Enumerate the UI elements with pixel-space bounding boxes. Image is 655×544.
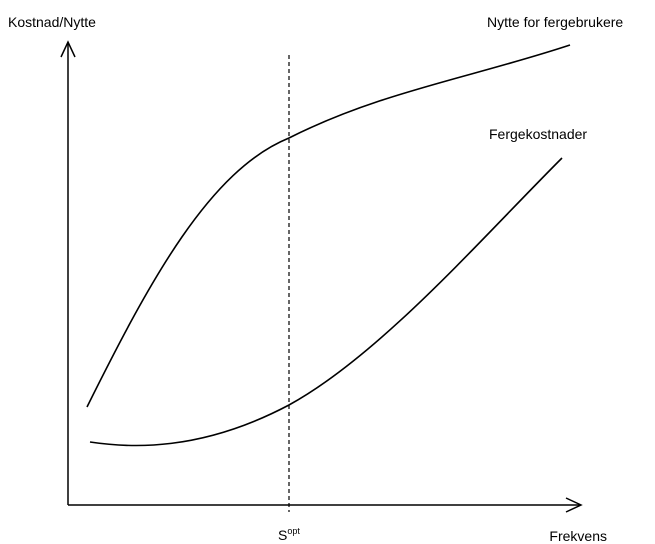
benefit-curve (86, 44, 571, 408)
optimum-symbol: S (278, 527, 287, 543)
x-axis-arrow (565, 497, 583, 513)
optimum-label: Sopt (278, 526, 300, 543)
cost-curve (89, 157, 563, 447)
optimum-superscript: opt (287, 526, 300, 536)
curve-label: Nytte for fergebrukere (487, 14, 623, 30)
y-axis-label: Kostnad/Nytte (8, 14, 96, 30)
y-axis-arrow (60, 40, 76, 58)
curve-label: Fergekostnader (489, 126, 587, 142)
x-axis-label: Frekvens (549, 528, 607, 544)
